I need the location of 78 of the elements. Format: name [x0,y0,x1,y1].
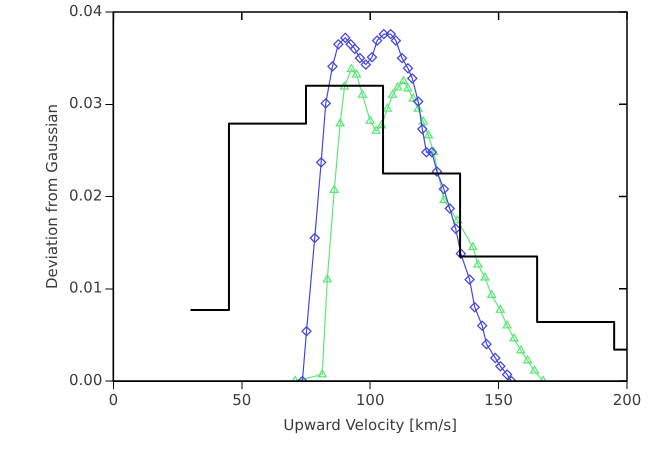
point [490,352,500,364]
point [366,52,378,62]
point [386,28,396,40]
point [464,274,475,285]
point [358,90,368,98]
point [413,96,424,107]
point [477,320,488,331]
point [438,184,450,194]
point [396,52,408,64]
point [376,120,386,128]
point [408,94,418,102]
point [414,104,423,112]
point [481,338,492,350]
point [403,83,412,92]
point [372,126,381,134]
point [439,195,448,204]
point [417,124,428,134]
point [310,232,320,244]
point [402,63,414,74]
x-tick-label: 150 [484,390,513,409]
x-axis-title: Upward Velocity [km/s] [283,416,458,434]
point [468,242,478,250]
x-tick-label: 100 [356,390,385,409]
y-tick-label: 0.02 [68,186,102,204]
point [346,39,356,50]
point [523,356,532,364]
point [318,369,327,378]
point [366,116,375,124]
point [502,320,512,329]
point [496,304,505,313]
point [470,302,480,312]
point [487,290,496,298]
point [320,98,331,108]
point [429,147,438,156]
y-tick-label: 0.03 [68,94,102,112]
point [530,366,540,374]
point [336,118,345,127]
point [452,215,462,224]
point [418,116,428,125]
point [360,59,371,70]
point [350,44,360,54]
point [333,39,344,50]
point [340,82,350,90]
y-axis-title: Deviation from Gaussian [42,104,61,290]
point [378,28,389,40]
point [407,73,418,84]
point [388,90,398,98]
point [474,260,483,268]
point [480,272,490,281]
x-tick-label: 50 [232,390,252,409]
point [421,147,432,158]
point [346,64,356,72]
point [390,35,402,46]
point [393,82,402,91]
point [502,369,512,380]
point [372,35,382,46]
point [327,61,338,72]
y-tick-label: 0.01 [68,278,102,297]
point [399,76,408,84]
y-tick-label: 0.00 [68,370,102,389]
point [444,203,455,214]
point [450,224,461,234]
point [301,326,312,336]
point [352,70,362,78]
point [322,274,332,282]
point [432,166,442,177]
x-tick-label: 200 [612,390,642,409]
point [509,333,519,342]
point [340,32,350,43]
point [330,184,339,193]
point [354,52,366,64]
point [424,130,434,139]
y-tick-label: 0.04 [68,2,102,20]
point [516,345,526,354]
point [456,248,466,259]
point [495,361,506,372]
x-tick-label: 0 [108,390,118,409]
point [316,157,326,168]
